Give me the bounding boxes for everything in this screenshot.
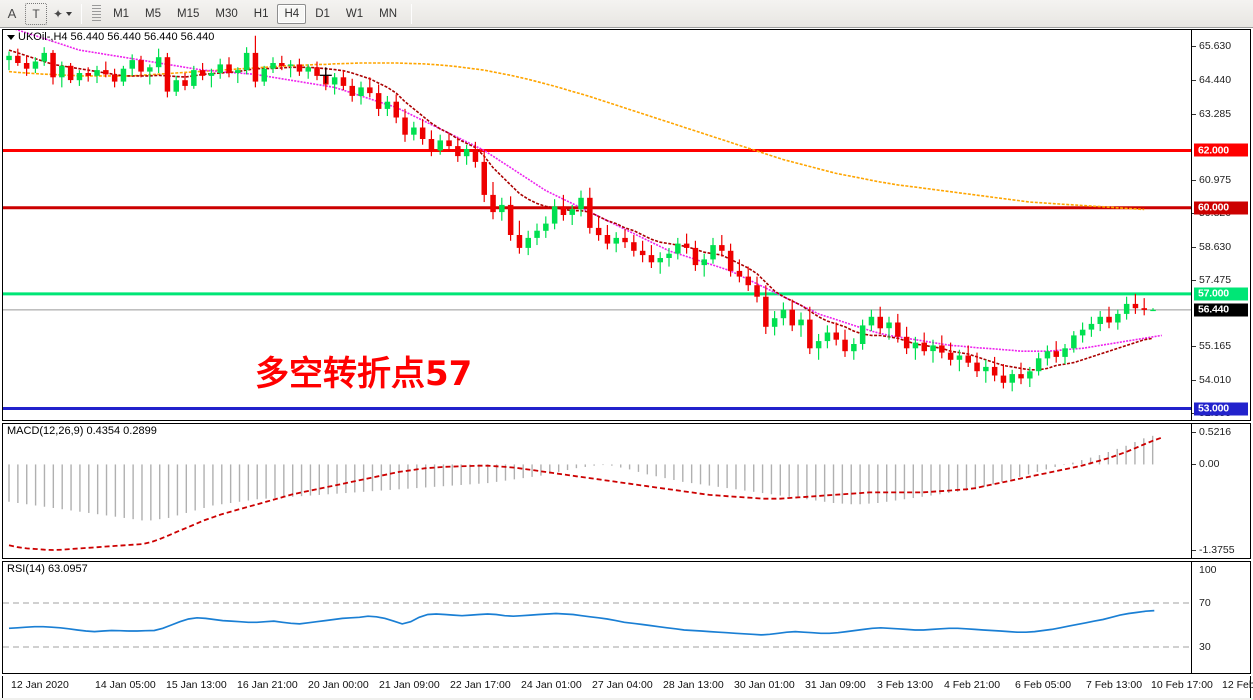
time-axis-label: 14 Jan 05:00 [95, 679, 156, 691]
macd-indicator-svg [8, 435, 1162, 551]
time-axis-label: 10 Feb 17:00 [1151, 679, 1213, 691]
price-tick-mark [1192, 80, 1196, 82]
time-axis[interactable]: 12 Jan 2020 14 Jan 05:00 15 Jan 13:00 16 Ja… [2, 676, 1253, 698]
time-axis-label: 27 Jan 04:00 [592, 679, 653, 691]
price-axis[interactable]: 65.63064.44063.28562.00060.97559.82060.0… [1191, 30, 1250, 420]
time-axis-label: 22 Jan 17:00 [450, 679, 511, 691]
toolbar-grip[interactable] [92, 4, 102, 23]
price-badge-62-000: 62.000 [1194, 143, 1248, 157]
price-tick-mark [1192, 247, 1196, 249]
time-axis-label: 28 Jan 13:00 [663, 679, 724, 691]
macd-tick-label: 0.00 [1199, 458, 1220, 471]
time-axis-label: 20 Jan 00:00 [308, 679, 369, 691]
time-axis-label: 6 Feb 05:00 [1015, 679, 1072, 691]
rsi-indicator-svg [3, 602, 1191, 648]
time-axis-label: 21 Jan 09:00 [379, 679, 440, 691]
price-candlestick-svg [3, 30, 1191, 411]
time-axis-label: 12 Feb 01:00 [1222, 679, 1253, 691]
macd-axis[interactable]: 0.5216 0.00 -1.3755 [1191, 424, 1250, 558]
price-tick-label: 60.975 [1199, 173, 1232, 186]
time-axis-label: 12 Jan 2020 [11, 679, 69, 691]
time-axis-label: 31 Jan 09:00 [805, 679, 866, 691]
price-tick-mark [1192, 346, 1196, 348]
main-toolbar: A T ✦ M1 M5 M15 M30 H1 H4 D1 W1 MN [0, 0, 1253, 28]
rsi-tick-label: 100 [1199, 564, 1217, 576]
price-pane-title: UKOil-,H4 56.440 56.440 56.440 56.440 [7, 31, 214, 43]
rsi-pane-title: RSI(14) 63.0957 [7, 563, 88, 575]
timeframe-m15-button[interactable]: M15 [177, 7, 200, 20]
rsi-plot-area[interactable] [3, 562, 1191, 673]
text-tool-button[interactable]: A [7, 6, 17, 21]
timeframe-d1-button[interactable]: D1 [315, 7, 330, 20]
timeframe-m30-button[interactable]: M30 [215, 7, 238, 20]
price-plot-area[interactable]: 多空转折点57 [3, 30, 1191, 420]
time-axis-label: 7 Feb 13:00 [1086, 679, 1143, 691]
status-bar [0, 698, 1253, 700]
timeframe-group: M1 M5 M15 M30 H1 H4 D1 W1 MN [105, 3, 405, 24]
time-axis-label: 4 Feb 21:00 [944, 679, 1001, 691]
price-badge-56-440: 56.440 [1194, 303, 1248, 317]
price-tick-mark [1192, 280, 1196, 282]
time-axis-label: 24 Jan 01:00 [521, 679, 582, 691]
rsi-pane[interactable]: RSI(14) 63.0957 100 70 30 [2, 561, 1251, 674]
collapse-triangle-icon[interactable] [7, 34, 15, 40]
price-tick-label: 58.630 [1199, 241, 1232, 254]
shapes-icon: ✦ [53, 6, 64, 21]
shapes-tool-button[interactable]: ✦ [49, 3, 76, 25]
toolbar-separator [81, 3, 83, 24]
timeframe-w1-button[interactable]: W1 [345, 7, 364, 20]
chart-container: UKOil-,H4 56.440 56.440 56.440 56.440 多空… [0, 29, 1253, 676]
macd-pane[interactable]: MACD(12,26,9) 0.4354 0.2899 0.5216 0.00 -1… [2, 423, 1251, 559]
timeframe-h1-button[interactable]: H1 [253, 7, 269, 20]
timeframe-mn-button[interactable]: MN [379, 7, 398, 20]
macd-tick-label: -1.3755 [1199, 544, 1235, 556]
time-axis-label: 3 Feb 13:00 [877, 679, 934, 691]
label-tool-button[interactable]: T [25, 2, 47, 25]
toolbar-separator-2 [411, 3, 413, 24]
macd-tick-label: 0.5216 [1199, 426, 1232, 438]
price-tick-mark [1192, 179, 1196, 181]
macd-tick-mark [1192, 464, 1196, 466]
price-tick-mark [1192, 113, 1196, 115]
chart-annotation-text: 多空转折点57 [255, 354, 473, 394]
price-badge-53-000: 53.000 [1194, 402, 1248, 416]
price-tick-mark [1192, 379, 1196, 381]
price-tick-mark [1192, 46, 1196, 48]
time-axis-label: 30 Jan 01:00 [734, 679, 795, 691]
rsi-tick-label: 70 [1199, 597, 1211, 609]
time-axis-label: 15 Jan 13:00 [166, 679, 227, 691]
macd-tick-mark [1192, 432, 1196, 433]
macd-plot-area[interactable] [3, 424, 1191, 558]
price-tick-label: 55.165 [1199, 340, 1232, 353]
macd-pane-title: MACD(12,26,9) 0.4354 0.2899 [7, 425, 157, 437]
price-pane[interactable]: UKOil-,H4 56.440 56.440 56.440 56.440 多空… [2, 29, 1251, 421]
rsi-tick-label: 30 [1199, 641, 1211, 653]
timeframe-h4-button[interactable]: H4 [277, 3, 307, 24]
rsi-axis[interactable]: 100 70 30 [1191, 562, 1250, 673]
price-tick-label: 64.440 [1199, 74, 1232, 87]
macd-tick-mark [1192, 550, 1196, 551]
price-tick-label: 63.285 [1199, 107, 1232, 120]
chevron-down-icon[interactable] [66, 11, 73, 16]
time-axis-label: 16 Jan 21:00 [237, 679, 298, 691]
price-badge-57-000: 57.000 [1194, 287, 1248, 301]
price-badge-60-000: 60.000 [1194, 201, 1248, 215]
symbol-ohlc-label: UKOil-,H4 56.440 56.440 56.440 56.440 [18, 31, 215, 43]
timeframe-m5-button[interactable]: M5 [145, 7, 162, 20]
price-tick-label: 57.475 [1199, 274, 1232, 287]
price-tick-label: 65.630 [1199, 40, 1232, 53]
timeframe-m1-button[interactable]: M1 [113, 7, 130, 20]
price-tick-label: 54.010 [1199, 373, 1232, 386]
